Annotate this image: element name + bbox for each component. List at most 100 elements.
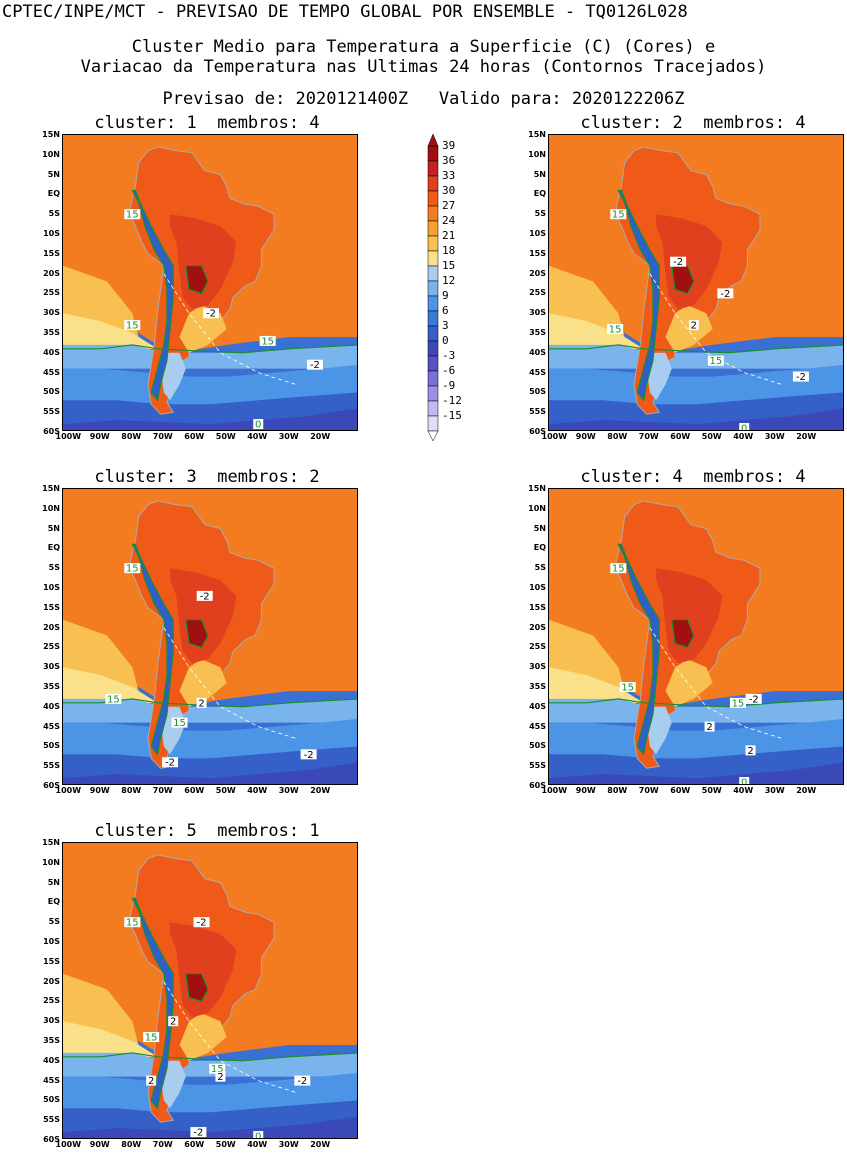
contour-label: 2 — [196, 697, 207, 709]
lat-tick-label: 10S — [43, 937, 60, 946]
map-field: 15 15 15 0 -2 -2 — [62, 134, 358, 431]
panel-title: cluster: 2 membros: 4 — [580, 113, 806, 133]
contour-label: -2 — [196, 590, 213, 602]
svg-text:-2: -2 — [304, 750, 314, 761]
lat-tick-label: 5S — [534, 563, 546, 573]
andes-cold-band — [131, 189, 174, 402]
colorbar-swatch — [427, 340, 439, 357]
lat-tick-label: 15N — [42, 484, 60, 493]
colorbar-swatch — [427, 250, 439, 267]
svg-text:2: 2 — [747, 746, 753, 757]
temperature-map: 15 15 15 0 -2 -2 — [63, 135, 357, 430]
svg-text:15: 15 — [126, 564, 139, 575]
colorbar-label: 6 — [442, 304, 449, 317]
svg-text:-2: -2 — [206, 309, 216, 320]
lon-tick-label: 70W — [152, 786, 173, 795]
svg-text:2: 2 — [148, 1076, 154, 1087]
svg-text:0: 0 — [255, 1132, 261, 1139]
contour-label: -2 — [193, 917, 210, 929]
contour-label: -2 — [300, 749, 317, 761]
lon-tick-label: 50W — [215, 786, 236, 795]
lat-tick-label: 5N — [47, 523, 60, 533]
lat-tick-label: EQ — [533, 189, 546, 199]
contour-label: -2 — [306, 359, 323, 371]
lat-tick-label: 40S — [529, 701, 546, 711]
lat-tick-label: 10S — [43, 583, 60, 592]
contour-label: 15 — [729, 697, 746, 709]
lat-tick-label: 15S — [43, 602, 60, 612]
svg-text:15: 15 — [211, 1064, 224, 1075]
lat-tick-label: 35S — [43, 328, 60, 337]
lat-tick-label: 60S — [43, 1135, 60, 1144]
lat-tick-label: 15S — [529, 248, 546, 258]
forecast-dates: Previsao de: 2020121400Z Valido para: 20… — [162, 89, 685, 109]
colorbar-swatch — [427, 310, 439, 327]
map-field: 15 15 15 -2 2 2 2 -2 -2 0 — [62, 842, 358, 1139]
lon-tick-label: 60W — [670, 432, 691, 441]
svg-text:15: 15 — [126, 321, 139, 332]
lat-tick-label: 40S — [43, 701, 60, 711]
lon-tick-label: 90W — [89, 432, 110, 441]
lat-tick-label: 45S — [43, 1075, 60, 1085]
contour-label: 2 — [704, 721, 715, 733]
andes-cold-band — [131, 897, 174, 1110]
lon-tick-label: 90W — [89, 786, 110, 795]
colorbar-min-arrow — [427, 430, 439, 442]
lat-tick-label: 50S — [529, 387, 546, 397]
lat-tick-label: 40S — [43, 347, 60, 357]
lat-tick-label: 10S — [43, 229, 60, 238]
lon-tick-label: 60W — [184, 1140, 205, 1149]
svg-text:15: 15 — [609, 325, 622, 336]
lat-tick-label: 25S — [43, 642, 60, 652]
svg-text:2: 2 — [217, 1072, 223, 1083]
svg-text:0: 0 — [741, 424, 747, 431]
lon-tick-label: 50W — [701, 432, 722, 441]
lon-tick-label: 80W — [121, 1140, 142, 1149]
lat-tick-label: 10N — [42, 503, 60, 513]
lon-tick-label: 30W — [278, 432, 299, 441]
lon-tick-label: 50W — [215, 432, 236, 441]
colorbar-label: -6 — [442, 364, 456, 377]
colorbar-swatch — [427, 370, 439, 387]
lat-tick-label: 45S — [529, 367, 546, 377]
svg-text:2: 2 — [691, 321, 697, 332]
map-field: 15 15 15 -2 2 2 0 — [548, 488, 844, 785]
lon-tick-label: 60W — [184, 786, 205, 795]
colorbar-label: 27 — [442, 199, 456, 212]
contour-label: 0 — [253, 1131, 264, 1139]
lon-tick-label: 40W — [247, 432, 268, 441]
lat-tick-label: 10N — [528, 149, 546, 159]
lat-tick-label: 55S — [529, 761, 546, 771]
contour-label: 0 — [739, 423, 750, 431]
lat-tick-label: 60S — [529, 427, 546, 436]
contour-label: 15 — [124, 563, 141, 575]
lon-tick-label: 40W — [247, 786, 268, 795]
temperature-map: 15 15 15 -2 2 -2 -2 — [63, 489, 357, 784]
lat-tick-label: 25S — [43, 288, 60, 298]
lat-tick-label: 5S — [534, 209, 546, 219]
lat-tick-label: EQ — [533, 543, 546, 553]
colorbar-swatch — [427, 265, 439, 282]
colorbar-swatch — [427, 160, 439, 177]
lat-tick-label: 5N — [533, 523, 546, 533]
contour-label: 15 — [707, 355, 724, 367]
contour-label: -2 — [670, 256, 687, 268]
subtitle-line-2: Variacao da Temperatura nas Ultimas 24 h… — [80, 57, 767, 77]
lat-tick-label: 35S — [529, 682, 546, 691]
lat-tick-label: 15N — [528, 130, 546, 139]
lat-tick-label: 40S — [529, 347, 546, 357]
lat-tick-label: 5S — [48, 209, 60, 219]
colorbar-label: 15 — [442, 259, 456, 272]
contour-label: 2 — [168, 1016, 179, 1028]
svg-text:-2: -2 — [310, 360, 320, 371]
lat-tick-label: 55S — [43, 407, 60, 417]
lat-tick-label: 15S — [43, 956, 60, 966]
svg-text:-2: -2 — [749, 694, 759, 705]
colorbar-label: 18 — [442, 244, 456, 257]
lat-tick-label: 5N — [47, 169, 60, 179]
lat-tick-label: 10N — [42, 149, 60, 159]
contour-label: -2 — [745, 693, 762, 705]
map-panel: 15N 10N 5N EQ 5S 10S 15S 20S 25S 30S 35S 40S 45S 50S 5… — [34, 130, 364, 444]
colorbar-swatch — [427, 235, 439, 252]
map-panel: 15N 10N 5N EQ 5S 10S 15S 20S 25S 30S 35S 40S 45S 50S 5… — [520, 130, 847, 444]
